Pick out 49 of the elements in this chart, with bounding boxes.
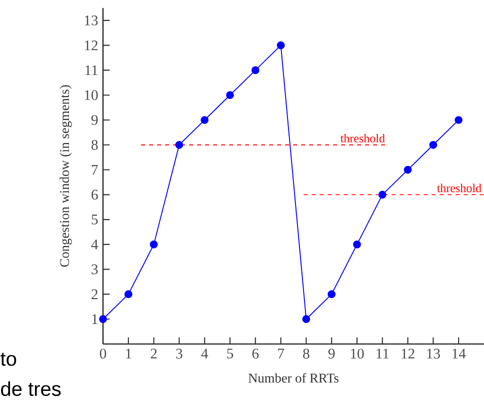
- y-tick-label: 11: [85, 65, 98, 76]
- x-tick-label: 1: [126, 348, 132, 358]
- x-tick-label: 7: [278, 348, 284, 358]
- x-tick-label: 13: [427, 348, 440, 359]
- x-tick-label: 11: [376, 348, 389, 358]
- y-tick-label: 4: [91, 240, 98, 250]
- x-tick-label: 4: [201, 348, 208, 358]
- x-tick-label: 0: [100, 348, 106, 359]
- y-tick-label: 2: [92, 289, 98, 300]
- y-tick-label: 9: [91, 115, 98, 125]
- x-tick-label: 9: [328, 348, 335, 359]
- point: [150, 240, 158, 248]
- y-tick-label: 1: [92, 314, 98, 324]
- point: [404, 166, 412, 174]
- point: [302, 315, 310, 324]
- y-tick-label: 7: [92, 164, 98, 175]
- y-tick-label: 10: [84, 90, 98, 100]
- y-axis-title: Congestion window (in segments): [60, 85, 72, 267]
- y-tick-label: 13: [84, 16, 98, 26]
- point: [378, 190, 386, 199]
- point: [276, 41, 285, 50]
- point: [226, 91, 234, 100]
- text: to: [0, 352, 16, 366]
- series-label: threshold: [437, 184, 482, 192]
- y-tick-label: 6: [92, 190, 98, 200]
- x-tick-label: 12: [402, 348, 414, 358]
- point: [328, 290, 336, 298]
- point: [429, 140, 438, 149]
- series-label: threshold: [340, 134, 385, 142]
- point: [99, 315, 107, 324]
- x-tick-label: 5: [227, 348, 234, 358]
- point: [124, 290, 132, 298]
- point: [200, 116, 209, 124]
- x-tick-label: 3: [176, 348, 182, 359]
- x-tick-label: 2: [150, 348, 157, 358]
- point: [175, 140, 184, 149]
- x-tick-label: 14: [452, 348, 466, 358]
- x-tick-label: 6: [252, 348, 259, 359]
- x-axis-title: Number of RRTs: [248, 373, 338, 383]
- y-tick-label: 12: [84, 40, 98, 50]
- x-tick-label: 10: [350, 348, 364, 359]
- y-tick-label: 5: [92, 214, 98, 224]
- point: [454, 116, 463, 124]
- text: de tres: [1, 381, 61, 396]
- y-tick-label: 8: [92, 140, 98, 150]
- point: [251, 66, 260, 74]
- point: [353, 240, 361, 248]
- y-tick-label: 3: [92, 264, 98, 274]
- x-tick-label: 8: [303, 348, 310, 359]
